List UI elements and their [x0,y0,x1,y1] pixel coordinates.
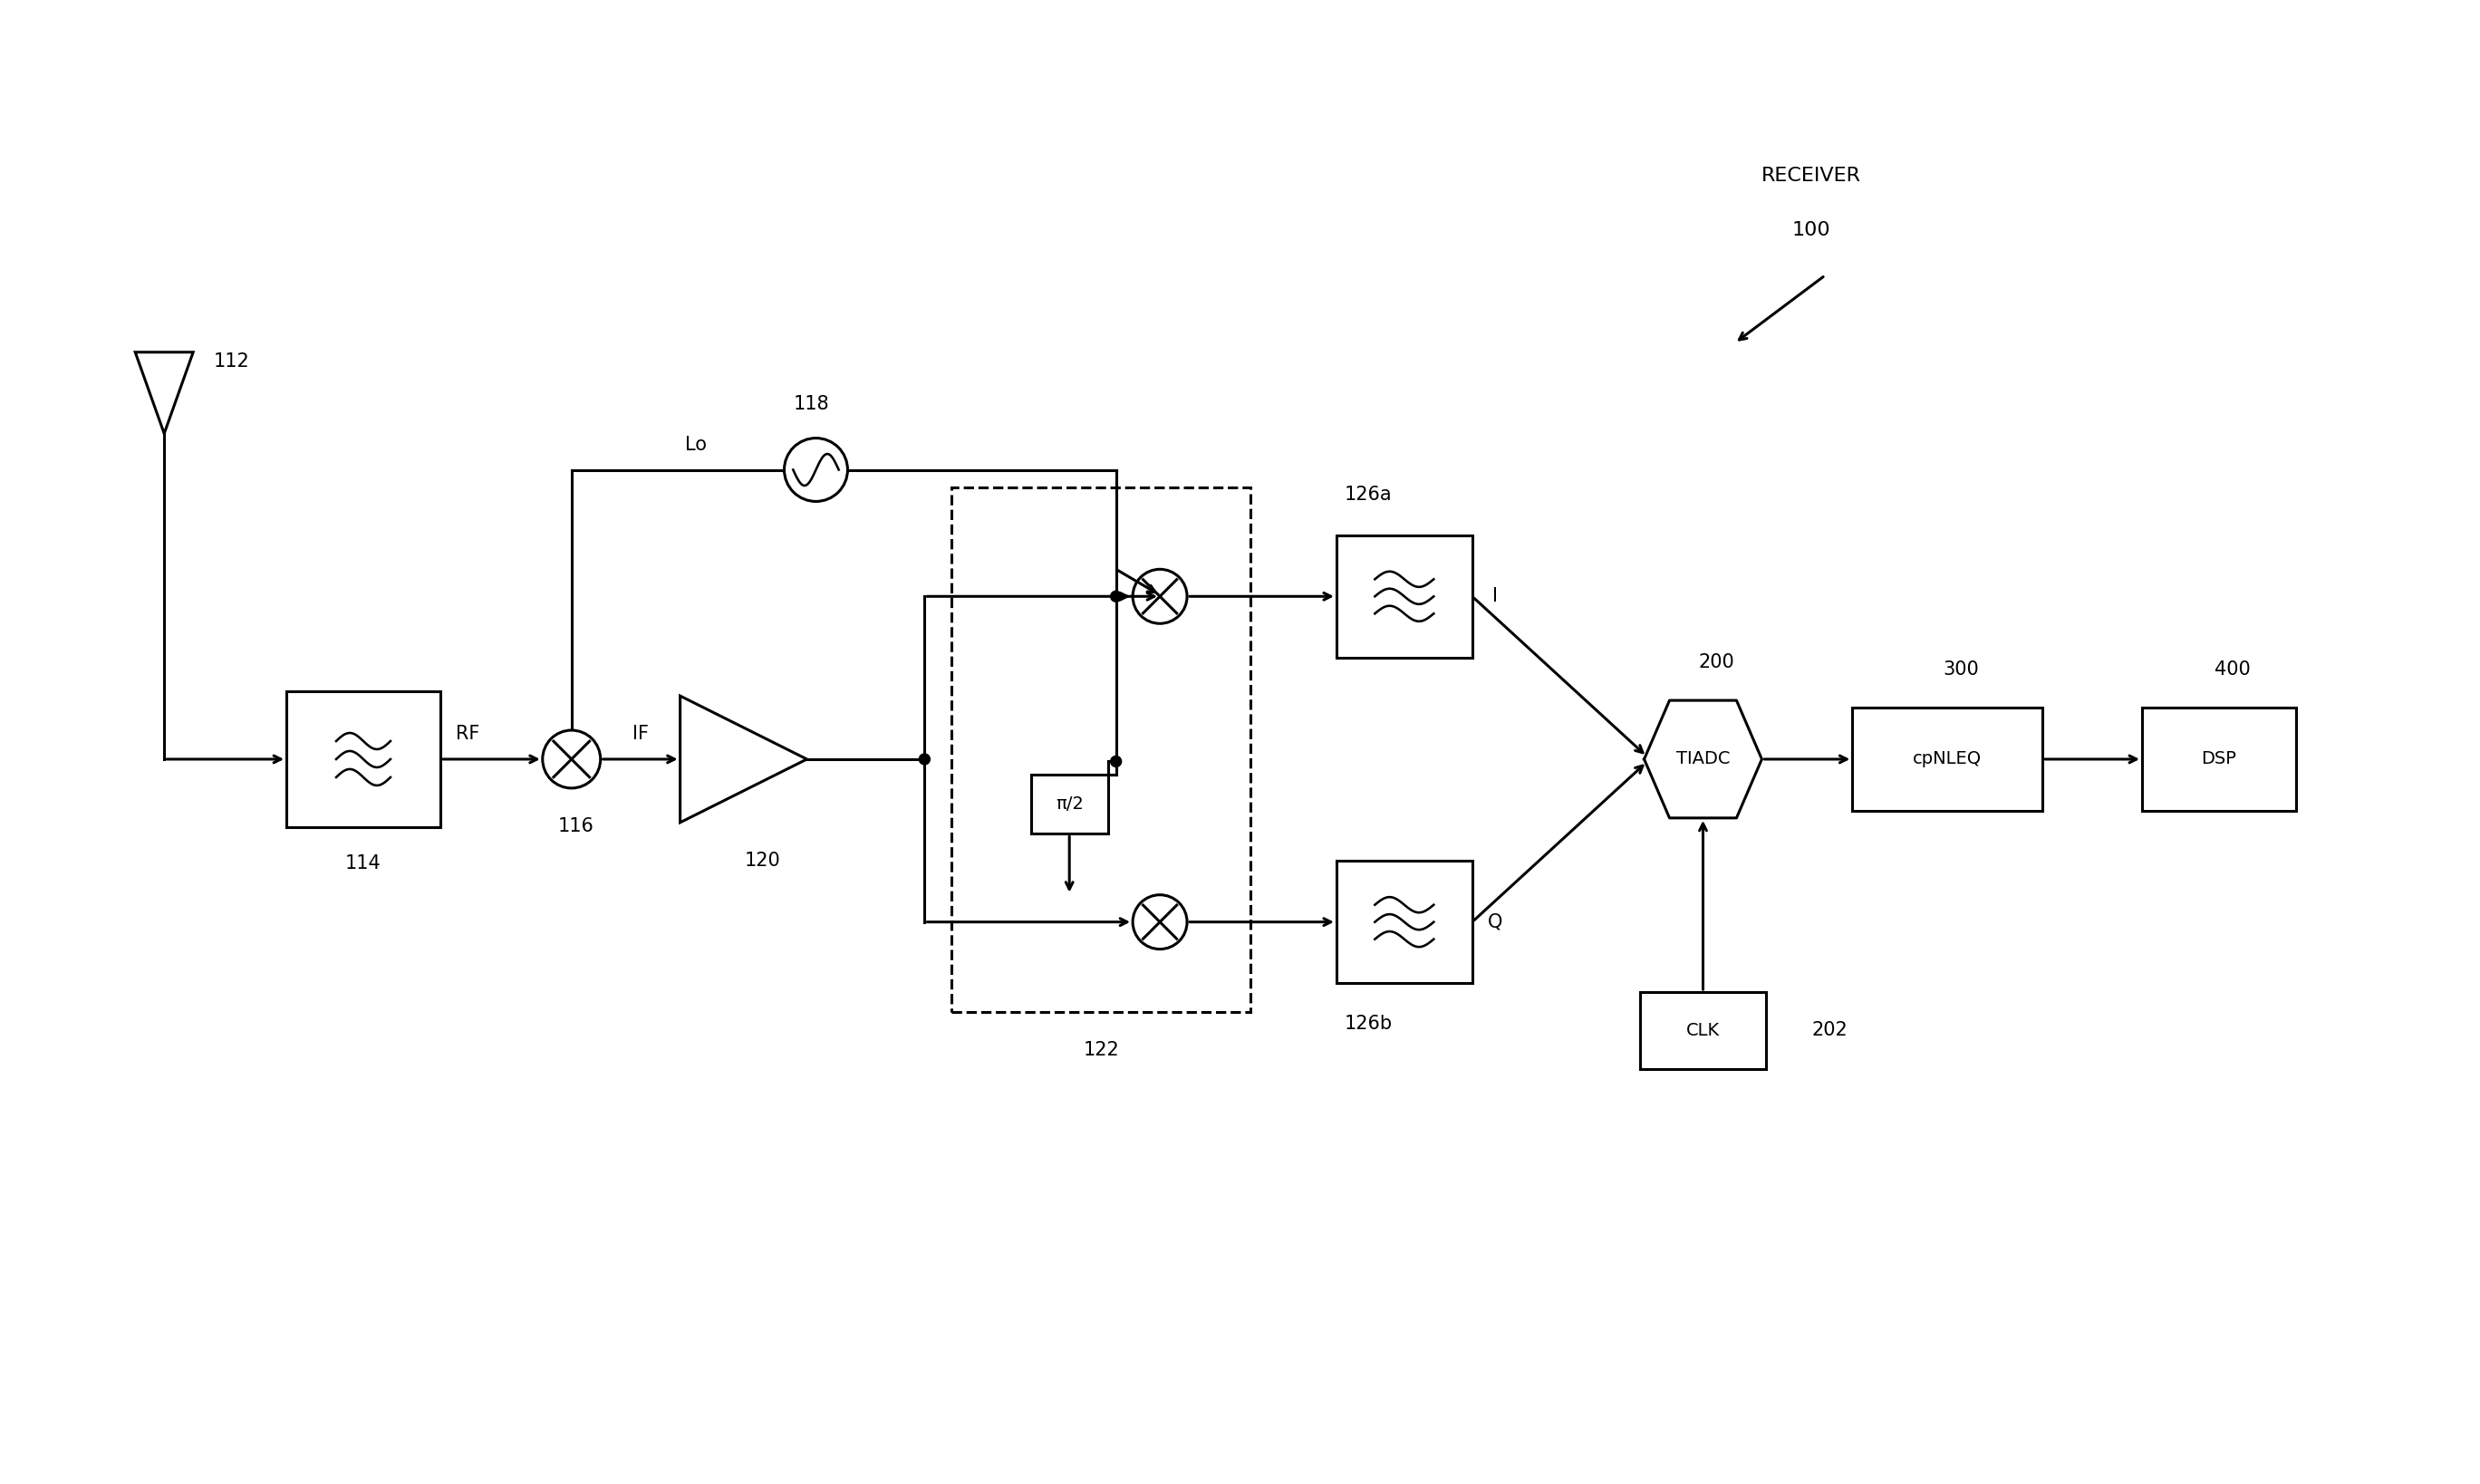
Circle shape [1111,755,1121,767]
Text: 300: 300 [1942,660,1979,678]
Circle shape [543,730,600,788]
Text: RECEIVER: RECEIVER [1761,166,1862,186]
Text: 126a: 126a [1344,485,1391,503]
Text: π/2: π/2 [1056,795,1084,813]
Text: 126b: 126b [1344,1015,1391,1033]
Circle shape [1111,591,1121,603]
Text: 116: 116 [558,818,595,835]
Bar [285,692,441,827]
Bar [1639,993,1766,1068]
Text: Q: Q [1488,913,1503,930]
Circle shape [784,438,848,502]
Text: 120: 120 [744,852,781,870]
Bar [1853,708,2044,812]
Text: 100: 100 [1793,221,1830,239]
Text: I: I [1493,588,1498,605]
Text: Lo: Lo [684,435,707,454]
Bar [1032,775,1109,834]
Text: RF: RF [456,724,479,743]
Text: cpNLEQ: cpNLEQ [1912,751,1982,767]
Text: 200: 200 [1699,653,1734,671]
Text: 400: 400 [2215,660,2249,678]
Bar [1337,536,1473,657]
Polygon shape [680,696,806,822]
Polygon shape [1644,700,1761,818]
Text: CLK: CLK [1686,1022,1719,1039]
Polygon shape [136,352,193,433]
Text: 202: 202 [1810,1021,1848,1040]
Circle shape [920,754,930,764]
Circle shape [1133,570,1188,623]
Circle shape [1133,895,1188,950]
Text: IF: IF [632,724,647,743]
Text: DSP: DSP [2202,751,2237,767]
Text: TIADC: TIADC [1676,751,1731,767]
Text: 118: 118 [794,395,828,413]
Bar [2143,708,2296,812]
Text: 112: 112 [213,352,250,371]
Text: 114: 114 [345,855,382,873]
Bar [952,488,1250,1012]
Text: 122: 122 [1084,1042,1118,1060]
Bar [1337,861,1473,982]
